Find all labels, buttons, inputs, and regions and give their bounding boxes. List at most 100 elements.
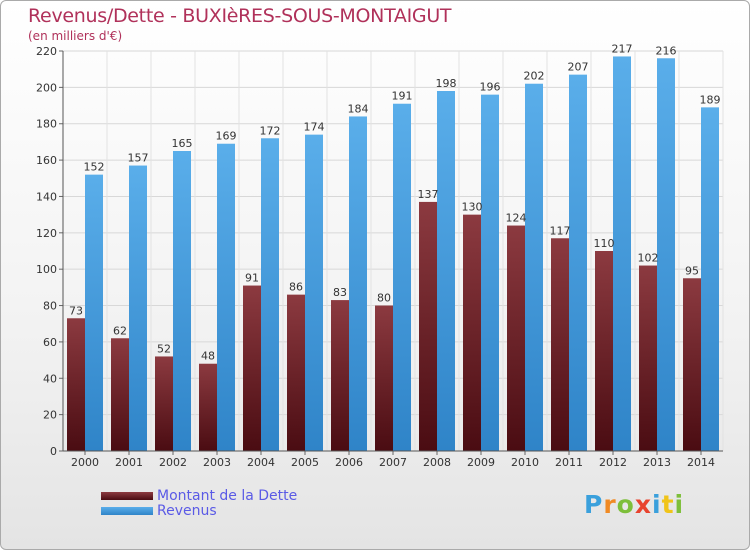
data-label: 95 bbox=[685, 264, 699, 277]
data-label: 202 bbox=[524, 70, 545, 83]
x-tick-label: 2008 bbox=[423, 456, 451, 469]
bar-revenus bbox=[481, 94, 499, 452]
data-label: 184 bbox=[348, 102, 369, 115]
x-tick-label: 2005 bbox=[291, 456, 319, 469]
data-label: 130 bbox=[462, 201, 483, 214]
bar-dette bbox=[463, 214, 481, 451]
bar-revenus bbox=[437, 91, 455, 451]
x-tick-label: 2014 bbox=[687, 456, 715, 469]
bar-dette bbox=[287, 294, 305, 451]
data-label: 117 bbox=[550, 224, 571, 237]
chart-title: Revenus/Dette - BUXIèRES-SOUS-MONTAIGUT bbox=[28, 5, 452, 27]
bar-revenus bbox=[657, 58, 675, 451]
data-label: 216 bbox=[656, 44, 677, 57]
data-label: 157 bbox=[128, 152, 149, 165]
y-tick-label: 220 bbox=[36, 45, 57, 58]
legend-swatch-dette bbox=[101, 491, 153, 500]
data-label: 91 bbox=[245, 272, 259, 285]
data-label: 110 bbox=[594, 237, 615, 250]
legend-label-revenus: Revenus bbox=[157, 502, 217, 519]
bar-revenus bbox=[701, 107, 719, 451]
data-label: 52 bbox=[157, 342, 171, 355]
logo-letter: P bbox=[584, 490, 604, 519]
bar-dette bbox=[551, 238, 569, 451]
y-tick-label: 160 bbox=[36, 154, 57, 167]
bar-revenus bbox=[569, 74, 587, 452]
data-label: 86 bbox=[289, 281, 303, 294]
bar-dette bbox=[331, 300, 349, 451]
y-tick-label: 0 bbox=[50, 445, 57, 458]
y-tick-label: 20 bbox=[43, 409, 57, 422]
bar-dette bbox=[199, 363, 217, 451]
bar-dette bbox=[683, 278, 701, 451]
data-label: 196 bbox=[480, 81, 501, 94]
data-label: 198 bbox=[436, 77, 457, 90]
data-label: 73 bbox=[69, 304, 83, 317]
y-tick-label: 140 bbox=[36, 190, 57, 203]
bar-dette bbox=[375, 305, 393, 451]
x-tick-label: 2011 bbox=[555, 456, 583, 469]
data-label: 217 bbox=[612, 42, 633, 55]
bar-revenus bbox=[173, 151, 191, 451]
x-tick-label: 2007 bbox=[379, 456, 407, 469]
data-label: 174 bbox=[304, 121, 325, 134]
x-tick-label: 2004 bbox=[247, 456, 275, 469]
data-label: 189 bbox=[700, 93, 721, 106]
legend-item-dette: Montant de la Dette bbox=[101, 487, 298, 504]
bar-dette bbox=[67, 318, 85, 451]
y-tick-label: 80 bbox=[43, 300, 57, 313]
logo-letter: t bbox=[661, 490, 675, 519]
x-tick-label: 2003 bbox=[203, 456, 231, 469]
logo-letter: i bbox=[652, 490, 662, 519]
data-label: 169 bbox=[216, 130, 237, 143]
bar-dette bbox=[243, 285, 261, 451]
bar-revenus bbox=[393, 103, 411, 452]
data-label: 48 bbox=[201, 350, 215, 363]
bar-dette bbox=[155, 356, 173, 451]
data-label: 62 bbox=[113, 324, 127, 337]
bar-revenus bbox=[305, 134, 323, 452]
bar-revenus bbox=[261, 138, 279, 452]
y-tick-label: 40 bbox=[43, 372, 57, 385]
bar-revenus bbox=[613, 56, 631, 452]
bar-dette bbox=[111, 338, 129, 451]
data-label: 172 bbox=[260, 124, 281, 137]
bar-revenus bbox=[85, 174, 103, 452]
x-tick-label: 2013 bbox=[643, 456, 671, 469]
data-label: 152 bbox=[84, 161, 105, 174]
logo-letter: x bbox=[634, 490, 652, 519]
bar-dette bbox=[507, 225, 525, 451]
chart-subtitle: (en milliers d'€) bbox=[28, 29, 123, 43]
bar-dette bbox=[595, 251, 613, 451]
legend-label-dette: Montant de la Dette bbox=[157, 487, 298, 504]
data-label: 83 bbox=[333, 286, 347, 299]
y-tick-label: 120 bbox=[36, 227, 57, 240]
data-label: 207 bbox=[568, 61, 589, 74]
bar-revenus bbox=[349, 116, 367, 452]
legend-item-revenus: Revenus bbox=[101, 502, 297, 519]
data-label: 137 bbox=[418, 188, 439, 201]
y-tick-label: 200 bbox=[36, 81, 57, 94]
bar-revenus bbox=[129, 165, 147, 451]
data-label: 124 bbox=[506, 212, 527, 225]
legend: Montant de la Dette Revenus bbox=[101, 487, 298, 519]
logo-letter: o bbox=[616, 490, 635, 519]
logo-letter: r bbox=[603, 490, 617, 519]
legend-swatch-revenus bbox=[101, 506, 153, 515]
logo-letter: i bbox=[674, 490, 685, 519]
x-tick-label: 2009 bbox=[467, 456, 495, 469]
x-tick-label: 2010 bbox=[511, 456, 539, 469]
bar-revenus bbox=[217, 143, 235, 451]
y-tick-label: 100 bbox=[36, 263, 57, 276]
proxiti-logo: Proxiti bbox=[584, 490, 684, 519]
x-tick-label: 2012 bbox=[599, 456, 627, 469]
data-label: 191 bbox=[392, 90, 413, 103]
bar-revenus bbox=[525, 83, 543, 452]
bar-dette bbox=[639, 265, 657, 451]
data-label: 80 bbox=[377, 292, 391, 305]
data-label: 165 bbox=[172, 137, 193, 150]
bar-dette bbox=[419, 201, 437, 451]
data-label: 102 bbox=[638, 252, 659, 265]
